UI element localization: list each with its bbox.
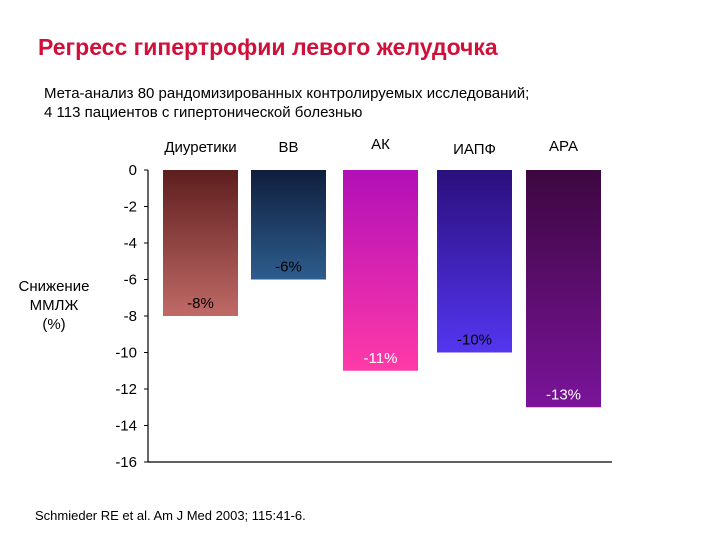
bar-1: [163, 170, 238, 316]
category-label: ВВ: [278, 139, 298, 156]
bar-2: [251, 170, 326, 280]
category-label: Диуретики: [164, 139, 236, 156]
y-tick-label: -16: [115, 454, 137, 471]
category-label: ИАПФ: [453, 141, 496, 158]
y-axis-label-line-1: Снижение: [18, 278, 90, 295]
subtitle: Мета-анализ 80 рандомизированных контрол…: [44, 84, 529, 122]
y-tick-label: -6: [124, 272, 137, 289]
y-tick-label: -2: [124, 199, 137, 216]
y-tick-label: -4: [124, 235, 137, 252]
y-tick-label: -8: [124, 308, 137, 325]
bar-5: [526, 170, 601, 408]
y-axis-label: Снижение ММЛЖ (%): [12, 277, 96, 334]
y-axis-label-line-3: (%): [42, 316, 66, 333]
data-label: -8%: [187, 295, 214, 312]
data-label: -10%: [457, 332, 492, 349]
bar-3: [343, 170, 418, 371]
subtitle-line-2: 4 113 пациентов с гипертонической болезн…: [44, 104, 363, 121]
citation: Schmieder RE et al. Am J Med 2003; 115:4…: [35, 508, 306, 523]
y-axis-label-line-2: ММЛЖ: [29, 297, 79, 314]
category-label: АК: [371, 136, 390, 153]
y-tick-label: 0: [129, 162, 137, 179]
category-label: АРА: [549, 138, 578, 155]
y-tick-label: -12: [115, 381, 137, 398]
data-label: -6%: [275, 259, 302, 276]
page-title: Регресс гипертрофии левого желудочка: [38, 34, 498, 60]
data-label: -11%: [364, 350, 398, 367]
y-tick-label: -10: [115, 345, 137, 362]
subtitle-line-1: Мета-анализ 80 рандомизированных контрол…: [44, 85, 530, 102]
y-tick-label: -14: [115, 418, 137, 435]
data-label: -13%: [546, 386, 581, 403]
bar-4: [437, 170, 512, 353]
